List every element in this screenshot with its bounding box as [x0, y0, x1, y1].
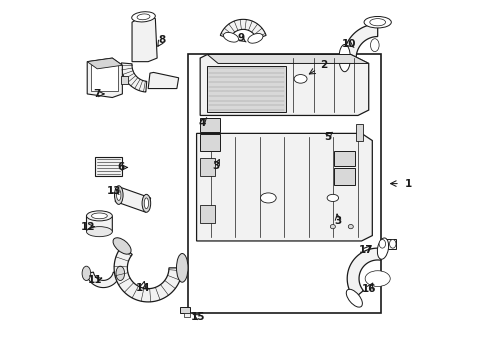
Text: 5: 5: [324, 132, 331, 142]
Ellipse shape: [370, 19, 386, 26]
Text: 9: 9: [237, 33, 244, 43]
Ellipse shape: [87, 226, 112, 237]
Ellipse shape: [390, 239, 396, 248]
Text: 15: 15: [191, 312, 206, 322]
Text: 3: 3: [213, 161, 220, 171]
Ellipse shape: [346, 289, 363, 307]
Polygon shape: [87, 213, 112, 234]
Bar: [356, 125, 363, 140]
Polygon shape: [115, 187, 151, 212]
Bar: [200, 158, 215, 176]
Polygon shape: [196, 134, 372, 241]
Text: 10: 10: [342, 39, 356, 49]
Text: 12: 12: [81, 222, 95, 231]
Ellipse shape: [348, 225, 353, 229]
Polygon shape: [200, 54, 368, 116]
Ellipse shape: [248, 33, 263, 43]
Polygon shape: [122, 76, 128, 84]
Ellipse shape: [176, 253, 188, 282]
Bar: [200, 205, 215, 223]
Polygon shape: [87, 58, 122, 98]
Ellipse shape: [82, 266, 91, 280]
Text: 1: 1: [405, 179, 412, 189]
Polygon shape: [347, 248, 383, 298]
Text: 16: 16: [362, 284, 376, 294]
Ellipse shape: [260, 193, 276, 203]
Bar: [207, 66, 286, 112]
Ellipse shape: [87, 211, 112, 221]
Ellipse shape: [370, 39, 379, 51]
Ellipse shape: [327, 194, 339, 202]
Bar: [184, 313, 191, 317]
Text: 13: 13: [107, 186, 122, 196]
Polygon shape: [220, 19, 266, 39]
Polygon shape: [132, 15, 157, 62]
Ellipse shape: [144, 198, 148, 209]
Ellipse shape: [364, 17, 392, 28]
Text: 3: 3: [335, 216, 342, 226]
Polygon shape: [343, 24, 378, 70]
Polygon shape: [148, 72, 179, 89]
Ellipse shape: [377, 238, 389, 259]
Ellipse shape: [92, 213, 107, 219]
Ellipse shape: [117, 190, 121, 201]
Ellipse shape: [137, 14, 150, 20]
Text: 11: 11: [88, 275, 102, 285]
Polygon shape: [86, 272, 121, 288]
Bar: [95, 157, 122, 176]
Ellipse shape: [223, 32, 239, 42]
Polygon shape: [207, 54, 368, 63]
Ellipse shape: [294, 75, 307, 83]
Text: 2: 2: [320, 60, 327, 70]
Polygon shape: [122, 63, 147, 92]
Bar: [91, 65, 118, 91]
Ellipse shape: [113, 238, 131, 254]
Polygon shape: [87, 58, 122, 69]
Ellipse shape: [115, 186, 123, 204]
Ellipse shape: [339, 44, 350, 72]
Bar: [334, 168, 355, 185]
Bar: [382, 239, 395, 249]
Text: 6: 6: [118, 162, 125, 172]
Ellipse shape: [379, 239, 386, 248]
Ellipse shape: [142, 194, 151, 212]
Text: 4: 4: [198, 118, 206, 128]
Text: 7: 7: [94, 89, 101, 99]
Ellipse shape: [330, 225, 335, 229]
Text: 14: 14: [135, 283, 150, 293]
Ellipse shape: [132, 12, 155, 22]
Bar: [200, 118, 220, 132]
Bar: [180, 307, 191, 314]
Text: 17: 17: [359, 245, 373, 255]
Polygon shape: [114, 246, 182, 302]
Text: 8: 8: [158, 35, 166, 45]
Bar: [188, 54, 381, 313]
Ellipse shape: [116, 266, 124, 280]
Ellipse shape: [365, 271, 390, 287]
Bar: [200, 134, 220, 151]
Bar: [334, 151, 355, 166]
